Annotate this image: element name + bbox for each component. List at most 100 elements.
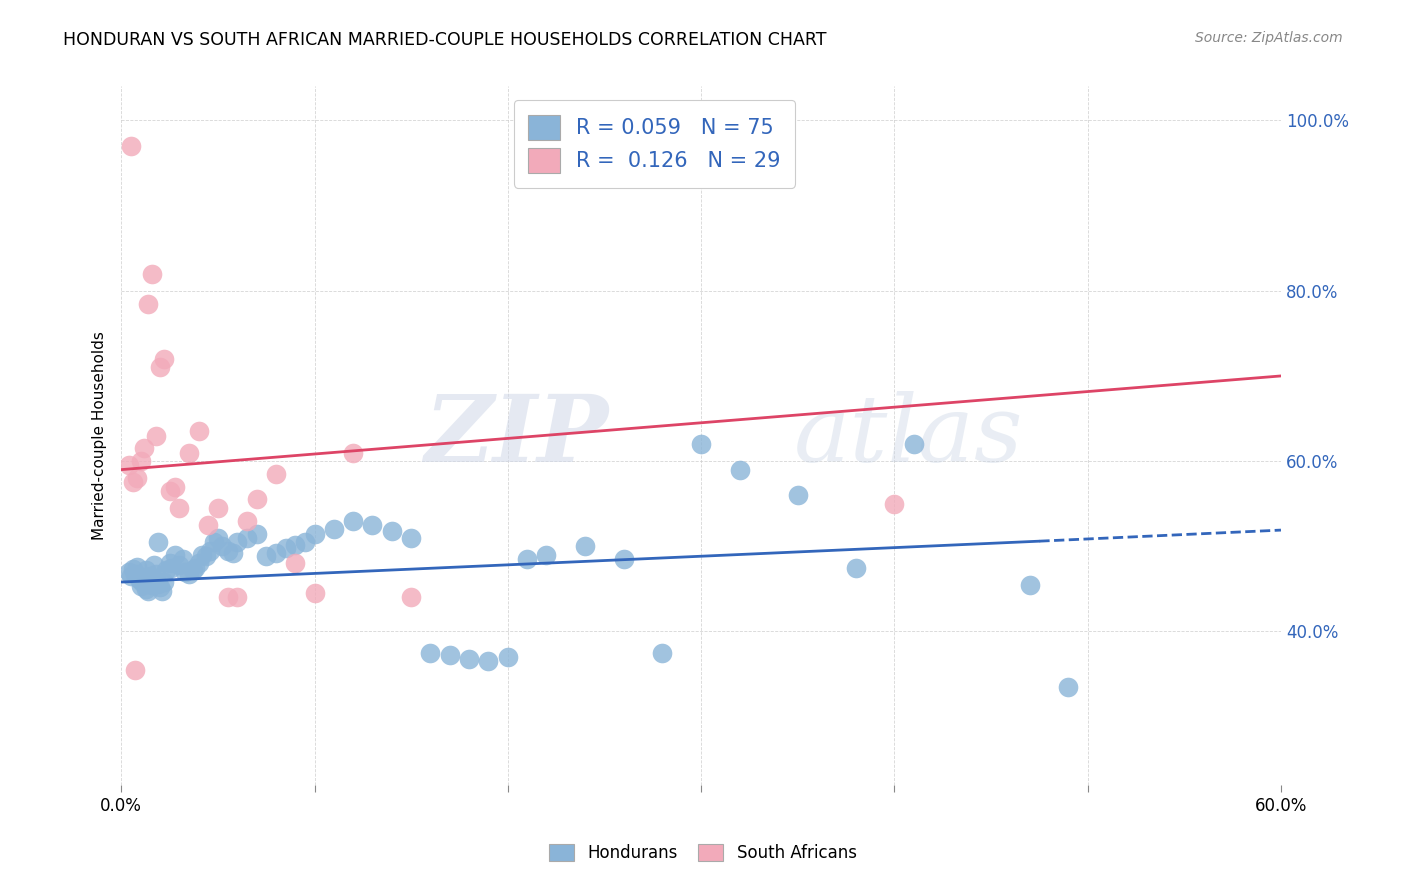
Point	[124, 566, 146, 581]
Point	[136, 583, 159, 598]
Point	[458, 651, 481, 665]
Point	[304, 526, 326, 541]
Point	[226, 591, 249, 605]
Point	[516, 552, 538, 566]
Text: atlas: atlas	[794, 391, 1024, 481]
Point	[146, 576, 169, 591]
Point	[174, 565, 197, 579]
Point	[165, 480, 187, 494]
Point	[143, 572, 166, 586]
Point	[139, 569, 162, 583]
Point	[477, 654, 499, 668]
Point	[254, 549, 277, 564]
Point	[574, 539, 596, 553]
Point	[118, 458, 141, 473]
Point	[399, 531, 422, 545]
Point	[181, 563, 204, 577]
Point	[294, 535, 316, 549]
Point	[159, 557, 181, 571]
Point	[496, 650, 519, 665]
Point	[145, 428, 167, 442]
Point	[207, 531, 229, 545]
Point	[152, 575, 174, 590]
Point	[236, 531, 259, 545]
Point	[1018, 577, 1040, 591]
Point	[129, 454, 152, 468]
Point	[149, 580, 172, 594]
Point	[284, 538, 307, 552]
Point	[177, 566, 200, 581]
Point	[134, 575, 156, 590]
Point	[141, 267, 163, 281]
Point	[381, 524, 404, 538]
Legend: R = 0.059   N = 75, R =  0.126   N = 29: R = 0.059 N = 75, R = 0.126 N = 29	[515, 100, 796, 187]
Point	[187, 425, 209, 439]
Point	[135, 563, 157, 577]
Point	[217, 543, 239, 558]
Point	[536, 548, 558, 562]
Point	[128, 569, 150, 583]
Point	[342, 514, 364, 528]
Point	[124, 663, 146, 677]
Point	[284, 557, 307, 571]
Point	[139, 574, 162, 588]
Point	[165, 548, 187, 562]
Point	[121, 562, 143, 576]
Point	[125, 559, 148, 574]
Point	[149, 360, 172, 375]
Point	[159, 483, 181, 498]
Point	[167, 558, 190, 572]
Point	[197, 518, 219, 533]
Point	[211, 539, 233, 553]
Point	[322, 522, 344, 536]
Point	[222, 546, 245, 560]
Point	[187, 557, 209, 571]
Point	[121, 475, 143, 490]
Point	[651, 646, 673, 660]
Point	[167, 500, 190, 515]
Point	[145, 566, 167, 581]
Point	[118, 565, 141, 579]
Point	[131, 574, 153, 588]
Point	[146, 535, 169, 549]
Point	[399, 591, 422, 605]
Point	[202, 535, 225, 549]
Point	[903, 437, 925, 451]
Point	[207, 500, 229, 515]
Point	[198, 543, 221, 558]
Text: ZIP: ZIP	[425, 391, 609, 481]
Point	[217, 591, 239, 605]
Point	[304, 586, 326, 600]
Point	[134, 442, 156, 456]
Point	[1057, 680, 1080, 694]
Point	[419, 646, 441, 660]
Point	[143, 558, 166, 572]
Point	[136, 296, 159, 310]
Point	[141, 577, 163, 591]
Point	[236, 514, 259, 528]
Point	[131, 575, 153, 590]
Point	[128, 572, 150, 586]
Point	[728, 462, 751, 476]
Point	[191, 548, 214, 562]
Point	[183, 560, 205, 574]
Point	[120, 139, 142, 153]
Point	[129, 579, 152, 593]
Point	[883, 497, 905, 511]
Point	[135, 582, 157, 596]
Point	[125, 471, 148, 485]
Legend: Hondurans, South Africans: Hondurans, South Africans	[541, 836, 865, 871]
Point	[195, 549, 218, 564]
Point	[690, 437, 713, 451]
Point	[264, 546, 287, 560]
Point	[786, 488, 808, 502]
Point	[245, 492, 267, 507]
Point	[120, 569, 142, 583]
Point	[342, 445, 364, 459]
Point	[177, 445, 200, 459]
Point	[150, 583, 173, 598]
Point	[264, 467, 287, 481]
Point	[361, 518, 384, 533]
Point	[613, 552, 636, 566]
Point	[226, 535, 249, 549]
